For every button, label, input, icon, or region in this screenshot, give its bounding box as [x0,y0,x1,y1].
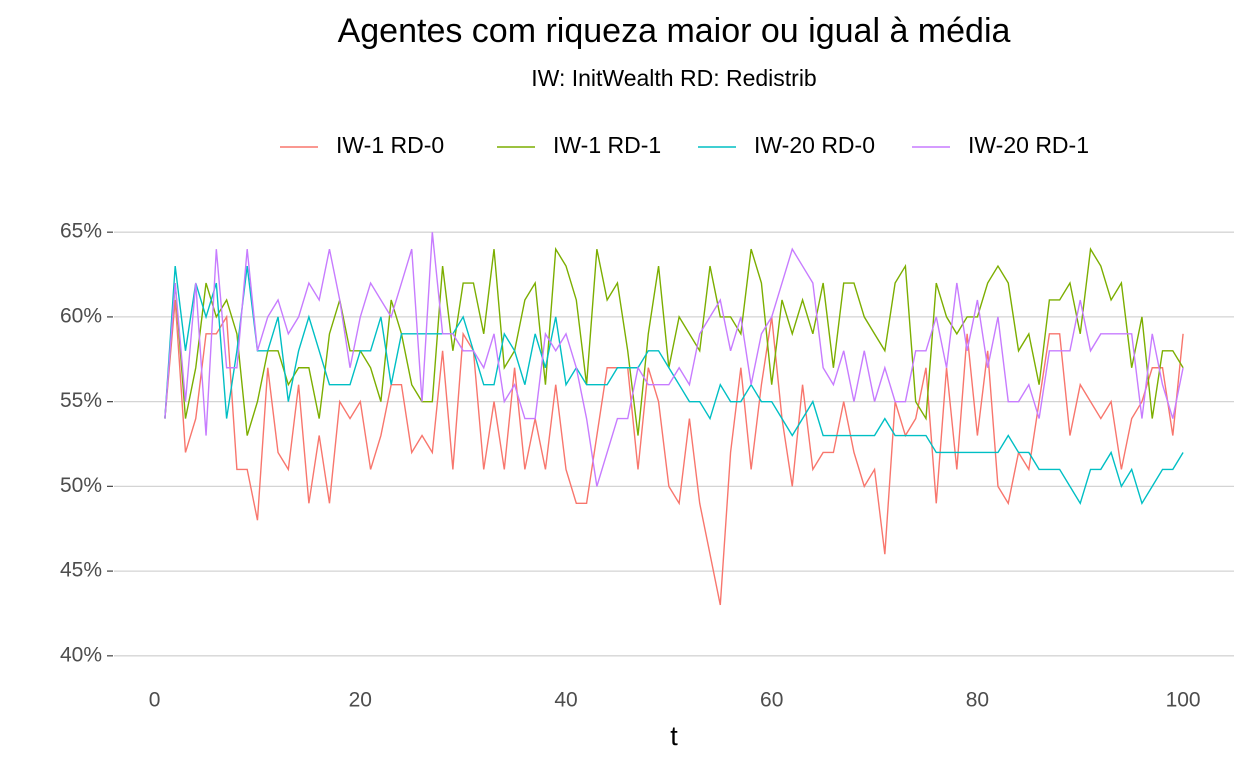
legend-label: IW-1 RD-0 [336,132,444,158]
y-tick-label: 40% [60,643,102,666]
series-line [164,265,1184,506]
x-tick-label: 60 [760,689,783,712]
x-tick-label: 40 [554,689,577,712]
y-tick-label: 45% [60,559,102,582]
chart-subtitle: IW: InitWealth RD: Redistrib [531,65,816,91]
legend-label: IW-20 RD-1 [968,132,1089,158]
y-tick-label: 60% [60,304,102,327]
x-axis-label: t [670,721,678,751]
series-line [164,246,1184,436]
legend-label: IW-1 RD-1 [553,132,661,158]
series-line [164,232,1184,487]
x-tick-label: 20 [349,689,372,712]
legend-label: IW-20 RD-0 [754,132,875,158]
y-tick-label: 50% [60,474,102,497]
x-tick-label: 100 [1166,689,1201,712]
y-tick-label: 55% [60,389,102,412]
y-tick-label: 65% [60,220,102,243]
x-tick-label: 0 [149,689,161,712]
series-line [164,299,1184,606]
x-tick-label: 80 [966,689,989,712]
chart-title: Agentes com riqueza maior ou igual à méd… [338,12,1011,50]
